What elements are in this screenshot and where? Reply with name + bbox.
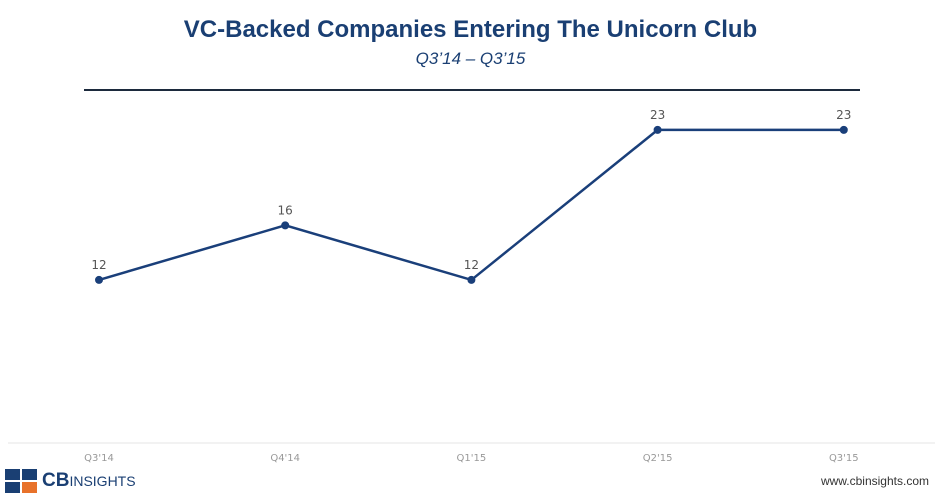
x-tick-label: Q3'15 bbox=[829, 453, 859, 464]
data-point bbox=[653, 125, 662, 134]
data-label: 12 bbox=[464, 258, 479, 272]
chart-subtitle: Q3’14 – Q3’15 bbox=[415, 49, 526, 68]
chart-title: VC-Backed Companies Entering The Unicorn… bbox=[183, 16, 758, 43]
data-label: 23 bbox=[836, 108, 851, 122]
website-url[interactable]: www.cbinsights.com bbox=[820, 474, 929, 488]
title-divider bbox=[84, 89, 860, 91]
x-tick-label: Q1'15 bbox=[457, 453, 487, 464]
data-point bbox=[95, 275, 103, 284]
data-point bbox=[839, 125, 848, 134]
logo-bold: CB bbox=[42, 470, 70, 491]
x-tick-label: Q3'14 bbox=[84, 453, 114, 464]
data-label: 12 bbox=[91, 258, 106, 272]
data-point bbox=[467, 275, 476, 284]
x-tick-label: Q2'15 bbox=[643, 453, 673, 464]
cb-insights-logo: CBINSIGHTS bbox=[5, 469, 136, 493]
data-point bbox=[281, 221, 290, 230]
logo-rest: INSIGHTS bbox=[69, 473, 136, 489]
logo-mark-icon bbox=[5, 469, 37, 493]
data-label: 16 bbox=[278, 203, 293, 217]
logo-text: CBINSIGHTS bbox=[42, 470, 136, 492]
data-label: 23 bbox=[650, 108, 665, 122]
x-tick-label: Q4'14 bbox=[270, 453, 300, 464]
